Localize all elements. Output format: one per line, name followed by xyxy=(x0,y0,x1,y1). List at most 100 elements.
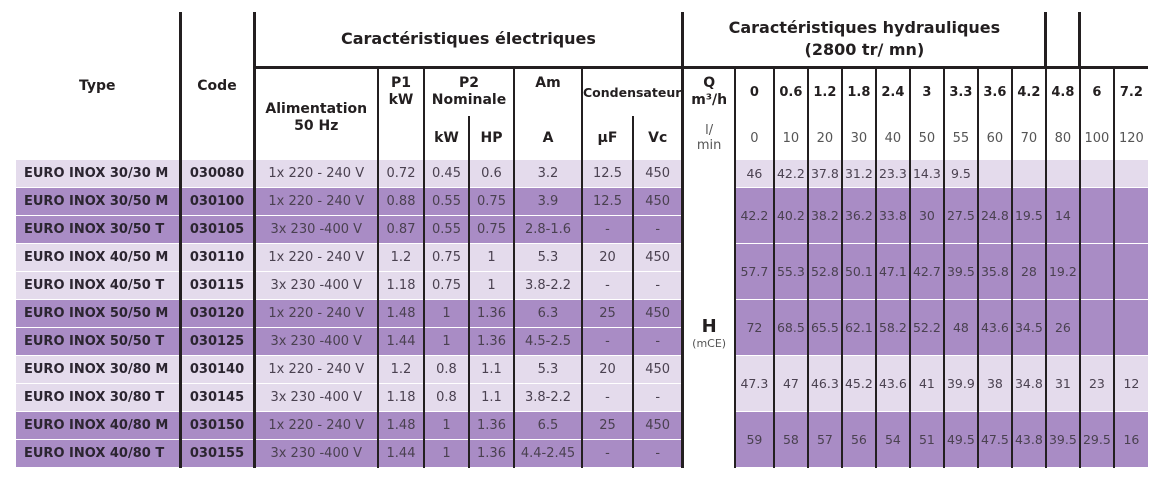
head-value: 14.3 xyxy=(910,160,944,188)
flow-lmin-11: 120 xyxy=(1114,116,1148,160)
cell-vc: 450 xyxy=(633,244,683,272)
cell-am: 3.2 xyxy=(514,160,582,188)
cell-p2kw: 1 xyxy=(424,440,469,468)
flow-m3h-8: 4.2 xyxy=(1012,67,1046,116)
head-value: 52.8 xyxy=(808,244,842,300)
header-cond-vc: Vc xyxy=(633,116,683,160)
head-value xyxy=(1012,160,1046,188)
head-value xyxy=(1080,300,1114,356)
flow-lmin-5: 50 xyxy=(910,116,944,160)
pump-spec-table: Type Code Caractéristiques électriques C… xyxy=(16,12,1148,468)
cell-vc: - xyxy=(633,216,683,244)
cell-type: EURO INOX 40/80 T xyxy=(16,440,180,468)
flow-m3h-11: 7.2 xyxy=(1114,67,1148,116)
cell-uf: - xyxy=(582,216,633,244)
cell-alim: 3x 230 -400 V xyxy=(254,216,378,244)
flow-m3h-9: 4.8 xyxy=(1046,67,1080,116)
cell-code: 030145 xyxy=(180,384,254,412)
header-am: Am xyxy=(514,67,582,116)
cell-p2kw: 0.55 xyxy=(424,216,469,244)
cell-p1: 1.44 xyxy=(378,328,424,356)
cell-p1: 1.48 xyxy=(378,300,424,328)
cell-uf: - xyxy=(582,440,633,468)
flow-m3h-4: 2.4 xyxy=(876,67,910,116)
head-value xyxy=(1114,300,1148,356)
head-value xyxy=(1114,244,1148,300)
cell-type: EURO INOX 30/80 M xyxy=(16,356,180,384)
cell-p2hp: 1 xyxy=(469,272,514,300)
head-value: 19.5 xyxy=(1012,188,1046,244)
header-p1: P1 kW xyxy=(378,67,424,116)
head-value: 26 xyxy=(1046,300,1080,356)
cell-code: 030100 xyxy=(180,188,254,216)
flow-m3h-6: 3.3 xyxy=(944,67,978,116)
flow-m3h-10: 6 xyxy=(1080,67,1114,116)
head-value: 12 xyxy=(1114,356,1148,412)
head-value: 47.5 xyxy=(978,412,1012,468)
cell-p1: 0.72 xyxy=(378,160,424,188)
flow-m3h-2: 1.2 xyxy=(808,67,842,116)
cell-code: 030080 xyxy=(180,160,254,188)
head-value: 19.2 xyxy=(1046,244,1080,300)
head-value: 48 xyxy=(944,300,978,356)
cell-type: EURO INOX 40/80 M xyxy=(16,412,180,440)
cell-p2kw: 1 xyxy=(424,412,469,440)
cell-type: EURO INOX 40/50 M xyxy=(16,244,180,272)
cell-p2hp: 1 xyxy=(469,244,514,272)
cell-type: EURO INOX 30/80 T xyxy=(16,384,180,412)
head-value xyxy=(1080,160,1114,188)
header-cond-uf: µF xyxy=(582,116,633,160)
cell-alim: 1x 220 - 240 V xyxy=(254,244,378,272)
cell-am: 2.8-1.6 xyxy=(514,216,582,244)
head-value: 57 xyxy=(808,412,842,468)
cell-uf: 20 xyxy=(582,356,633,384)
head-value: 56 xyxy=(842,412,876,468)
head-value: 52.2 xyxy=(910,300,944,356)
cell-am: 5.3 xyxy=(514,356,582,384)
head-value xyxy=(1046,160,1080,188)
head-value: 57.7 xyxy=(735,244,774,300)
header-p2-kw: kW xyxy=(424,116,469,160)
header-empty-1 xyxy=(1046,12,1080,67)
head-value: 38 xyxy=(978,356,1012,412)
head-value: 9.5 xyxy=(944,160,978,188)
cell-am: 5.3 xyxy=(514,244,582,272)
head-unit: (mCE) xyxy=(684,337,734,350)
cell-p2kw: 0.55 xyxy=(424,188,469,216)
header-am-unit: A xyxy=(514,116,582,160)
cell-uf: 20 xyxy=(582,244,633,272)
cell-code: 030150 xyxy=(180,412,254,440)
head-value: 39.5 xyxy=(1046,412,1080,468)
table-body: EURO INOX 30/30 M0300801x 220 - 240 V0.7… xyxy=(16,160,1148,468)
head-value: 42.2 xyxy=(735,188,774,244)
head-value xyxy=(1114,188,1148,244)
table-row: EURO INOX 40/80 M0301501x 220 - 240 V1.4… xyxy=(16,412,1148,440)
cell-vc: 450 xyxy=(633,300,683,328)
head-value: 59 xyxy=(735,412,774,468)
head-value: 14 xyxy=(1046,188,1080,244)
head-value: 43.8 xyxy=(1012,412,1046,468)
table-row: EURO INOX 50/50 M0301201x 220 - 240 V1.4… xyxy=(16,300,1148,328)
head-value: 43.6 xyxy=(978,300,1012,356)
cell-am: 3.9 xyxy=(514,188,582,216)
cell-p2hp: 0.75 xyxy=(469,188,514,216)
head-value: 58 xyxy=(774,412,808,468)
cell-uf: 12.5 xyxy=(582,160,633,188)
head-value xyxy=(1114,160,1148,188)
cell-type: EURO INOX 40/50 T xyxy=(16,272,180,300)
head-value: 43.6 xyxy=(876,356,910,412)
head-value: 72 xyxy=(735,300,774,356)
cell-p2hp: 1.36 xyxy=(469,328,514,356)
flow-m3h-0: 0 xyxy=(735,67,774,116)
cell-p2kw: 0.75 xyxy=(424,272,469,300)
head-value: 51 xyxy=(910,412,944,468)
cell-code: 030120 xyxy=(180,300,254,328)
cell-p2kw: 0.8 xyxy=(424,356,469,384)
cell-type: EURO INOX 50/50 T xyxy=(16,328,180,356)
cell-code: 030125 xyxy=(180,328,254,356)
head-value: 34.5 xyxy=(1012,300,1046,356)
cell-am: 6.5 xyxy=(514,412,582,440)
flow-lmin-10: 100 xyxy=(1080,116,1114,160)
cell-alim: 1x 220 - 240 V xyxy=(254,160,378,188)
header-q-unit: m³/h xyxy=(684,92,734,109)
